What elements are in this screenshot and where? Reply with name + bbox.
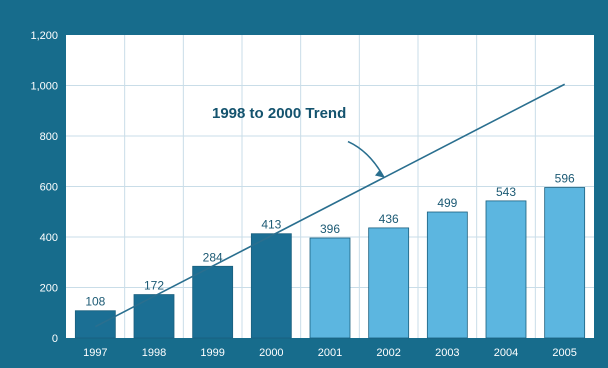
y-axis: 0 200 400 600 800 1,000 1,200 <box>30 30 58 345</box>
y-tick-label: 400 <box>40 232 58 244</box>
data-label-2005: 596 <box>555 172 575 186</box>
data-label-2004: 543 <box>496 185 516 199</box>
y-tick-label: 800 <box>40 131 58 143</box>
data-label-2003: 499 <box>437 196 457 210</box>
y-tick-label: 0 <box>52 333 58 345</box>
data-labels: 108 172 284 413 396 436 499 543 596 <box>85 172 575 309</box>
trend-line <box>94 83 566 328</box>
bar-1999 <box>192 265 234 339</box>
bar-2002 <box>368 227 410 339</box>
x-tick-label: 1999 <box>200 347 224 359</box>
x-tick-label: 2000 <box>259 347 283 359</box>
bar-2004 <box>485 200 527 339</box>
y-tick-label: 1,000 <box>30 81 58 93</box>
y-tick-label: 1,200 <box>30 30 58 42</box>
x-axis: 1997 1998 1999 2000 2001 2002 2003 2004 2005 <box>83 347 577 359</box>
data-label-2001: 396 <box>320 222 340 236</box>
bar-1997 <box>74 310 116 339</box>
y-tick-label: 200 <box>40 283 58 295</box>
x-tick-label: 2004 <box>494 347 518 359</box>
x-tick-label: 2005 <box>552 347 576 359</box>
bar-2001 <box>309 237 351 339</box>
x-tick-label: 1997 <box>83 347 107 359</box>
gridlines <box>66 35 594 338</box>
data-label-2002: 436 <box>379 212 399 226</box>
x-tick-label: 2003 <box>435 347 459 359</box>
bar-2005 <box>544 187 586 339</box>
bar-2000 <box>250 233 292 339</box>
bars <box>74 187 586 339</box>
x-tick-label: 2002 <box>376 347 400 359</box>
trend-line-group: 1998 to 2000 Trend <box>94 83 566 328</box>
data-label-1998: 172 <box>144 279 164 293</box>
x-tick-label: 1998 <box>142 347 166 359</box>
data-label-1999: 284 <box>203 250 223 264</box>
bar-1998 <box>133 294 175 339</box>
y-tick-label: 600 <box>40 182 58 194</box>
data-label-2000: 413 <box>261 218 281 232</box>
data-label-1997: 108 <box>85 295 105 309</box>
trend-line-label: 1998 to 2000 Trend <box>212 105 346 122</box>
bar-2003 <box>426 211 468 339</box>
trend-arrowhead <box>374 169 384 178</box>
x-tick-label: 2001 <box>318 347 342 359</box>
